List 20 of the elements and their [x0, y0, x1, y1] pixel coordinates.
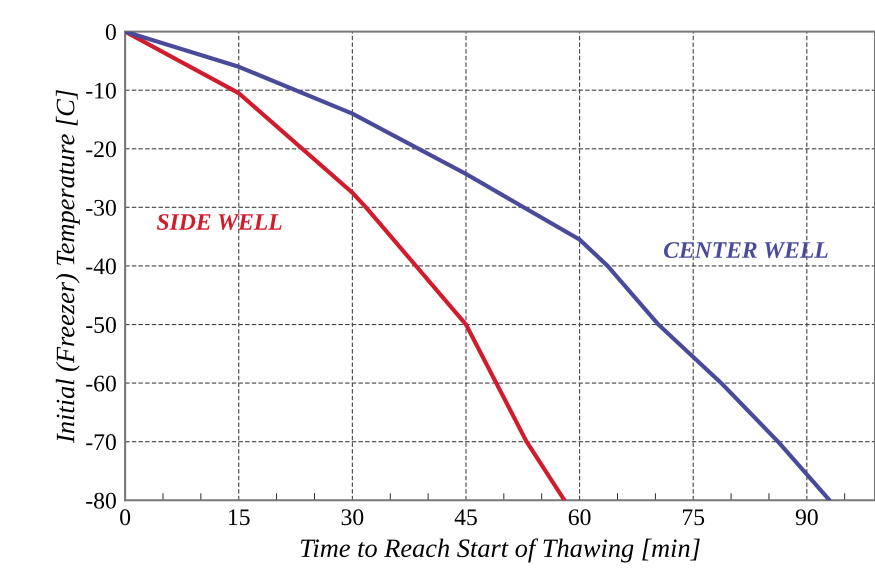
- y-tick-label: -70: [86, 434, 116, 450]
- x-tick-label: 15: [229, 509, 250, 526]
- x-tick-label: 90: [796, 509, 818, 526]
- y-axis-title: Initial (Freezer) Temperature [C]: [56, 90, 80, 444]
- y-tick-label: -20: [86, 141, 116, 158]
- x-tick-label: 45: [454, 509, 477, 526]
- y-tick-label: 0: [106, 24, 116, 40]
- x-tick-label: 60: [568, 509, 590, 526]
- y-tick-label: -30: [86, 200, 116, 216]
- text: CENTER WELL: [664, 242, 828, 258]
- y-tick-label: -40: [86, 258, 116, 274]
- y-tick-label: -50: [86, 317, 116, 333]
- text: SIDE WELL: [156, 214, 282, 230]
- x-axis-title: Time to Reach Start of Thawing [min]: [300, 538, 700, 563]
- x-tick-label: 0: [120, 509, 130, 526]
- x-tick-label: 30: [342, 509, 364, 526]
- y-tick-label: -60: [86, 376, 116, 392]
- y-tick-label: -10: [86, 82, 116, 99]
- y-tick-label: -80: [86, 492, 116, 509]
- x-tick-label: 75: [682, 510, 704, 526]
